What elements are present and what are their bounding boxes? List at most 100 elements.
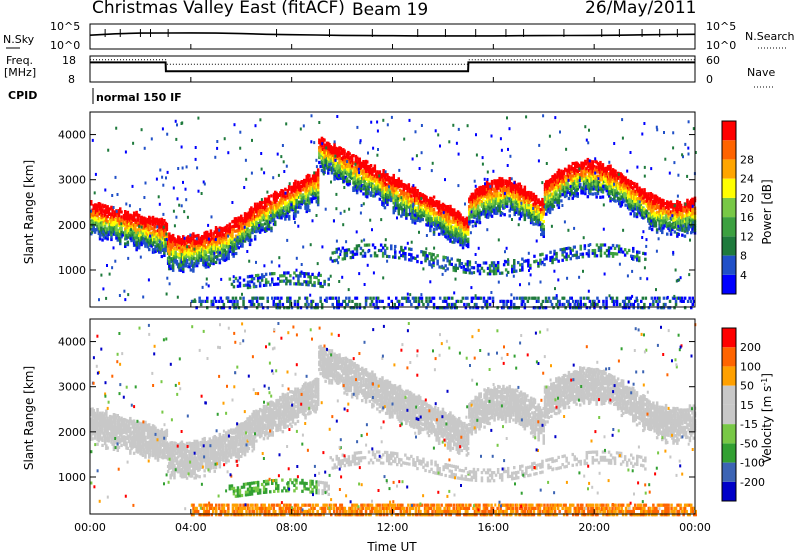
heatmap-cell — [512, 187, 515, 191]
heatmap-cell — [432, 253, 435, 257]
heatmap-cell — [426, 203, 429, 207]
heatmap-cell — [214, 226, 218, 230]
heatmap-cell — [556, 176, 559, 180]
heatmap-cell — [131, 225, 135, 229]
heatmap-cell — [194, 257, 198, 261]
heatmap-cell — [637, 189, 640, 193]
heatmap-cell — [292, 197, 296, 201]
heatmap-cell — [475, 217, 479, 221]
heatmap-cell — [124, 217, 127, 221]
heatmap-cell — [458, 234, 461, 238]
heatmap-cell — [200, 249, 204, 254]
heatmap-cell — [518, 189, 521, 194]
heatmap-cell — [192, 232, 195, 236]
heatmap-cell — [644, 212, 648, 216]
heatmap-cell — [287, 271, 290, 275]
heatmap-cell — [207, 242, 210, 246]
noise-tick-bottom-right: 10^0 — [706, 39, 736, 52]
heatmap-cell — [98, 217, 102, 221]
heatmap-cell — [280, 203, 283, 208]
heatmap-cell — [397, 184, 400, 188]
heatmap-cell — [140, 215, 143, 219]
heatmap-cell — [185, 261, 189, 265]
heatmap-cell — [688, 210, 692, 214]
heatmap-cell — [305, 195, 308, 199]
heatmap-cell — [597, 185, 601, 189]
heatmap-cell — [275, 282, 278, 286]
heatmap-cell — [599, 160, 602, 165]
heatmap-cell — [527, 190, 530, 195]
heatmap-cell — [236, 284, 240, 288]
heatmap-cell — [626, 193, 630, 197]
heatmap-cell — [681, 226, 684, 230]
heatmap-cell — [175, 242, 179, 246]
heatmap-cell — [494, 189, 498, 193]
heatmap-cell — [97, 219, 101, 223]
heatmap-cell — [674, 217, 678, 222]
heatmap-cell — [643, 208, 646, 212]
heatmap-cell — [367, 182, 370, 186]
heatmap-cell — [439, 208, 442, 213]
heatmap-cell — [597, 175, 601, 179]
heatmap-cell — [321, 157, 325, 161]
heatmap-cell — [136, 235, 140, 240]
heatmap-cell — [599, 195, 602, 199]
heatmap-cell — [412, 256, 415, 260]
heatmap-cell — [574, 166, 577, 170]
heatmap-cell — [313, 275, 316, 279]
heatmap-cell — [572, 174, 576, 178]
heatmap-cell — [284, 207, 287, 211]
heatmap-cell — [516, 185, 519, 189]
heatmap-cell — [124, 244, 127, 248]
heatmap-cell — [507, 193, 510, 197]
heatmap-cell — [649, 199, 653, 203]
heatmap-cell — [231, 237, 234, 241]
heatmap-cell — [347, 160, 350, 165]
heatmap-cell — [263, 204, 267, 209]
heatmap-cell — [482, 197, 485, 201]
heatmap-cell — [255, 222, 258, 226]
heatmap-cell — [255, 230, 258, 234]
heatmap-cell — [426, 218, 429, 222]
heatmap-cell — [603, 187, 606, 191]
heatmap-cell — [459, 240, 462, 244]
heatmap-cell — [192, 247, 195, 251]
heatmap-cell — [203, 244, 206, 248]
heatmap-cell — [599, 185, 602, 189]
heatmap-cell — [597, 182, 601, 187]
heatmap-cell — [355, 244, 359, 248]
heatmap-cell — [229, 233, 233, 237]
heatmap-cell — [117, 209, 121, 213]
heatmap-cell — [580, 188, 583, 192]
heatmap-cell — [453, 208, 456, 212]
heatmap-cell — [667, 209, 670, 213]
heatmap-cell — [226, 251, 229, 255]
heatmap-cell — [232, 254, 235, 258]
nsky-series — [89, 32, 696, 37]
heatmap-cell — [586, 165, 590, 169]
heatmap-cell — [190, 244, 194, 248]
heatmap-cell — [386, 197, 389, 202]
heatmap-cell — [666, 232, 669, 236]
heatmap-cell — [571, 184, 574, 188]
heatmap-cell — [149, 236, 152, 240]
heatmap-cell — [490, 204, 494, 208]
heatmap-cell — [330, 158, 334, 163]
heatmap-cell — [294, 212, 297, 216]
heatmap-cell — [338, 176, 341, 180]
heatmap-cell — [498, 176, 501, 181]
heatmap-cell — [542, 210, 545, 214]
heatmap-cell — [252, 220, 256, 224]
heatmap-cell — [484, 202, 487, 206]
heatmap-cell — [117, 231, 121, 235]
heatmap-cell — [499, 183, 503, 187]
heatmap-cell — [142, 219, 146, 223]
heatmap-cell — [591, 172, 595, 176]
heatmap-cell — [571, 191, 574, 195]
heatmap-cell — [184, 246, 187, 251]
heatmap-cell — [267, 280, 270, 284]
heatmap-cell — [325, 156, 329, 160]
heatmap-cell — [570, 165, 573, 169]
heatmap-cell — [184, 242, 187, 246]
heatmap-cell — [600, 170, 603, 174]
